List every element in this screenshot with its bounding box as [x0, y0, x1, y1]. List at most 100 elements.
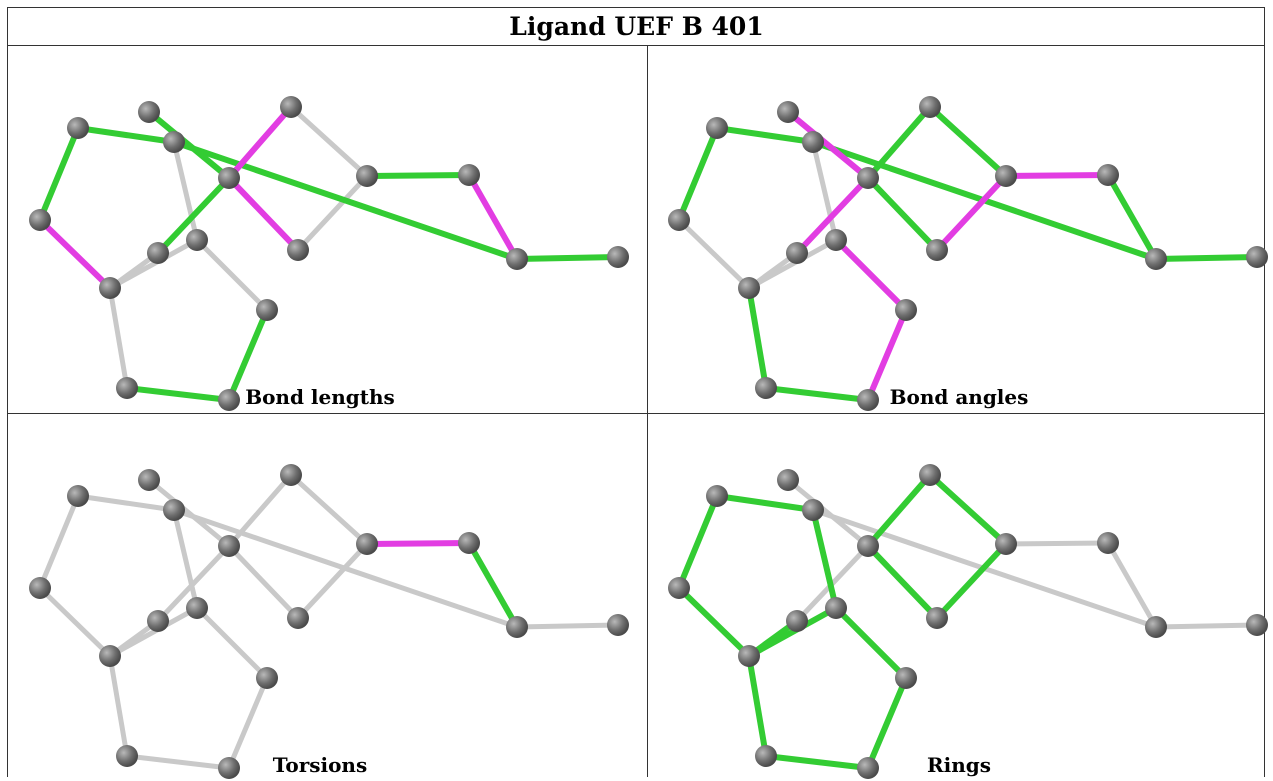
atom: [786, 610, 808, 632]
bond: [107, 605, 200, 659]
caption-bond-angles: Bond angles: [889, 385, 1029, 409]
bond-ok: [1153, 254, 1260, 262]
atom: [256, 667, 278, 689]
bond-outlier: [1003, 172, 1111, 179]
atom: [99, 645, 121, 667]
bond: [171, 507, 200, 611]
atom: [218, 535, 240, 557]
bond: [146, 477, 232, 549]
bond-outlier: [785, 109, 871, 181]
atom: [895, 299, 917, 321]
atom: [825, 597, 847, 619]
bond: [1105, 540, 1159, 630]
bond: [226, 472, 294, 549]
atom: [607, 246, 629, 268]
atom: [29, 577, 51, 599]
bond: [1003, 540, 1111, 547]
bond-ok: [676, 125, 720, 223]
bond: [37, 585, 113, 659]
atom: [926, 607, 948, 629]
atom: [218, 167, 240, 189]
atom: [1246, 246, 1268, 268]
bond-ok: [927, 472, 1009, 547]
bond-ok: [226, 307, 270, 403]
atom: [755, 745, 777, 767]
bond-ok: [865, 175, 940, 253]
bond: [785, 477, 871, 549]
atom: [738, 645, 760, 667]
caption-rings: Rings: [926, 753, 991, 777]
ligand-title: Ligand UEF B 401: [509, 12, 764, 41]
bond: [226, 543, 301, 621]
caption-torsions: Torsions: [272, 753, 368, 777]
atom: [926, 239, 948, 261]
atom: [777, 469, 799, 491]
bond-ok: [171, 139, 520, 262]
panel-rings: Rings: [639, 413, 1273, 779]
atom: [1145, 616, 1167, 638]
bond: [226, 675, 270, 771]
bond-ok: [37, 125, 81, 223]
atom: [825, 229, 847, 251]
atom: [356, 165, 378, 187]
panel-bond-angles: Bond angles: [639, 45, 1273, 411]
bond-ok: [865, 472, 933, 549]
bond-ok: [466, 540, 520, 630]
top-border: [7, 7, 1265, 8]
bond: [1153, 622, 1260, 630]
atom: [218, 389, 240, 411]
bond-ok: [865, 675, 909, 771]
atom: [668, 209, 690, 231]
atom: [147, 610, 169, 632]
atom: [755, 377, 777, 399]
atom: [116, 745, 138, 767]
atom: [995, 533, 1017, 555]
atom: [458, 532, 480, 554]
atom: [287, 607, 309, 629]
bond-ok: [364, 172, 472, 179]
atom: [895, 667, 917, 689]
bond: [514, 622, 621, 630]
bond: [107, 237, 200, 291]
bond-ok: [865, 543, 940, 621]
bond: [107, 653, 130, 759]
bond: [295, 541, 370, 621]
atom: [99, 277, 121, 299]
atom: [1097, 532, 1119, 554]
atom: [186, 229, 208, 251]
atom: [1246, 614, 1268, 636]
bond-ok: [763, 385, 871, 403]
atom: [29, 209, 51, 231]
bond-ok: [763, 753, 871, 771]
bond-ok: [746, 605, 839, 659]
atom: [1145, 248, 1167, 270]
atom: [287, 239, 309, 261]
bond-outlier: [466, 172, 520, 262]
atom: [1097, 164, 1119, 186]
table-frame: [7, 7, 1265, 777]
bond-outlier: [226, 104, 294, 181]
atom: [280, 96, 302, 118]
bond-outlier: [364, 540, 472, 547]
bond-outlier: [794, 175, 871, 256]
atom: [458, 164, 480, 186]
bond-outlier: [37, 217, 113, 291]
atom: [147, 242, 169, 264]
atom: [67, 485, 89, 507]
column-divider: [647, 45, 648, 777]
bond-outlier: [934, 173, 1009, 253]
molecule-view-bond-angles: [668, 96, 1268, 411]
atom: [857, 757, 879, 779]
atom: [138, 469, 160, 491]
atom: [777, 101, 799, 123]
atom: [116, 377, 138, 399]
bond: [194, 605, 270, 681]
bond: [107, 285, 130, 391]
atom: [218, 757, 240, 779]
panel-torsions: Torsions: [0, 413, 640, 779]
atom: [138, 101, 160, 123]
bond-ok: [155, 175, 232, 256]
atom: [163, 131, 185, 153]
atom: [738, 277, 760, 299]
atom: [280, 464, 302, 486]
